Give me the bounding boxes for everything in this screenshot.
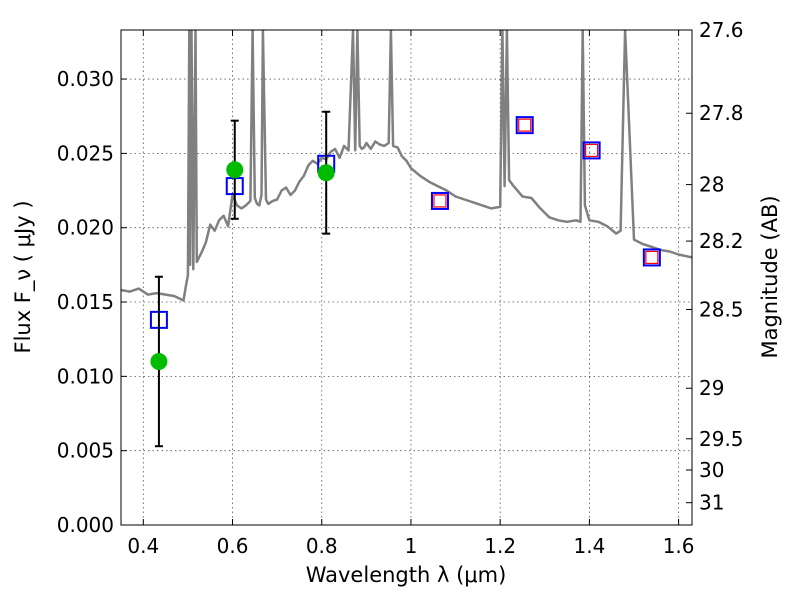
y-right-axis-label: Magnitude (AB): [758, 195, 782, 358]
x-tick-label: 0.8: [306, 534, 338, 558]
y-tick-label: 0.020: [57, 216, 114, 240]
plot-frame: [120, 29, 693, 526]
y-tick-label: 0.030: [57, 67, 114, 91]
measured-square-marker: [518, 118, 532, 132]
x-tick-label: 1.4: [573, 534, 605, 558]
series-layer: [121, 30, 692, 448]
x-axis-label: Wavelength λ (μm): [306, 563, 507, 587]
detection-point: [150, 352, 168, 370]
axes: 0.4 0.6 0.8 1 1.2 1.4 1.6 0.000 0.005 0.010 0.015 0…: [57, 18, 744, 558]
x-tick-label: 0.6: [217, 534, 249, 558]
model-square-marker: [582, 141, 601, 160]
y-right-tick-label: 27.6: [699, 18, 744, 42]
y-axis-label: Flux F_ν ( μJy ): [11, 200, 36, 353]
y-right-tick-label: 28.5: [699, 297, 744, 321]
spectrum-line: [121, 30, 692, 302]
measured-square-marker: [645, 250, 659, 265]
y-right-tick-label: 29.5: [699, 427, 744, 451]
detection-point: [317, 164, 335, 182]
x-tick-label: 0.4: [127, 534, 159, 558]
measured-square-marker: [585, 143, 599, 158]
series-group: [121, 30, 692, 448]
y-right-tick-label: 27.8: [699, 101, 744, 125]
detection-point: [226, 161, 244, 179]
y-right-tick-label: 28: [699, 173, 724, 197]
y-tick-label: 0.000: [57, 513, 114, 537]
y-right-tick-label: 29: [699, 376, 724, 400]
y-right-tick-label: 31: [699, 491, 724, 515]
y-right-tick-label: 30: [699, 458, 724, 482]
model-square-marker: [515, 116, 534, 135]
measured-square-marker: [433, 194, 447, 208]
x-tick-label: 1.6: [663, 534, 695, 558]
y-tick-label: 0.005: [57, 439, 114, 463]
x-tick-label: 1: [405, 534, 418, 558]
y-right-tick-label: 28.2: [699, 229, 744, 253]
x-tick-label: 1.2: [484, 534, 516, 558]
y-tick-label: 0.015: [57, 290, 114, 314]
model-square-marker: [430, 191, 449, 210]
y-tick-label: 0.010: [57, 364, 114, 388]
y-tick-label: 0.025: [57, 141, 114, 165]
model-square-marker: [642, 248, 661, 267]
